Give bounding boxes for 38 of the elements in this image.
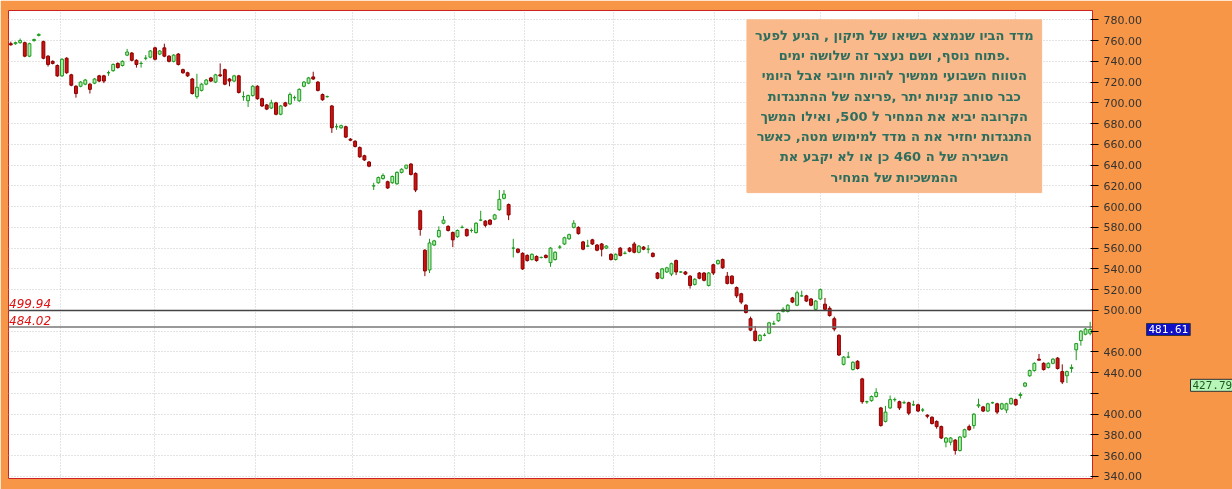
y-tick-label: 600.00 [1103, 200, 1142, 214]
text: 427.79 [1192, 379, 1232, 393]
candlestick [497, 189, 502, 212]
candlestick [511, 238, 516, 258]
candlestick [860, 377, 865, 405]
y-tick-label: 520.00 [1103, 283, 1142, 297]
text: 481.61 [1148, 323, 1189, 337]
y-tick-label: 640.00 [1103, 159, 1142, 173]
y-tick-label: 620.00 [1103, 179, 1142, 193]
y-tick-label: 340.00 [1103, 470, 1142, 484]
candlestick [1037, 353, 1041, 361]
y-tick-label: 360.00 [1103, 449, 1142, 463]
candlestick [87, 82, 92, 95]
ref-line-label: 484.02 [9, 313, 52, 328]
y-tick-label: 460.00 [1103, 345, 1142, 359]
y-tick-label: 560.00 [1103, 242, 1142, 256]
y-tick-label: 580.00 [1103, 221, 1142, 235]
candlestick [1060, 363, 1065, 385]
y-tick-label: 780.00 [1103, 13, 1142, 27]
annotation: מדד הביו שנמצא בשיאו של תיקון , הגיע לפער פתוח נוסף, ושם נעצר זה שלושה ימים. הטווח השבועי ממשיך להיות חיובי אבל היומי כבר סוחב קניות יתר ,פריצה של ההתנגדות הקרובה יביא את המחיר ל 500, ואילו המשך התנגדות יחזיר את ה מדד למימוש מטה, כאשר השבירה של ה 460 כן או לא יקבע את ההמשכיות של המחיר [754, 27, 1034, 185]
y-tick-label: 380.00 [1103, 428, 1142, 442]
candlestick [422, 248, 427, 277]
candlestick [329, 104, 334, 134]
y-tick-label: 700.00 [1103, 96, 1142, 110]
y-tick-label: 500.00 [1103, 304, 1142, 318]
candlestick [548, 246, 553, 268]
y-tick-label: 660.00 [1103, 138, 1142, 152]
candlestick [1064, 370, 1069, 384]
y-tick-label: 440.00 [1103, 366, 1142, 380]
y-tick-label: 540.00 [1103, 262, 1142, 276]
ref-line-label: 499.94 [9, 297, 52, 312]
candlestick [60, 57, 64, 78]
candlestick [418, 209, 423, 237]
y-tick-label: 720.00 [1103, 76, 1142, 90]
y-tick-label: 400.00 [1103, 408, 1142, 422]
y-tick-label: 680.00 [1103, 117, 1142, 131]
y-tick-label: 760.00 [1103, 34, 1142, 48]
y-tick-label: 740.00 [1103, 55, 1142, 69]
